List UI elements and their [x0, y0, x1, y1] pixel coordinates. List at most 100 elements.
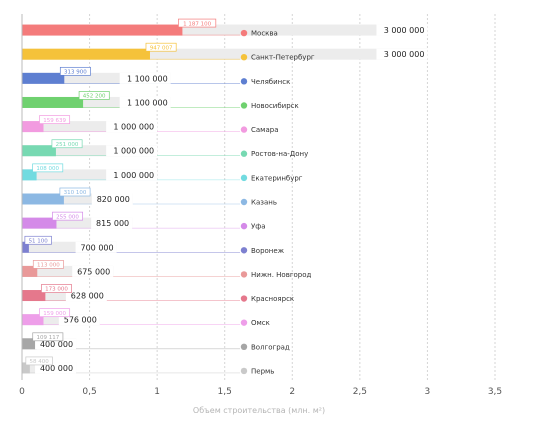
capacity-label-box — [75, 241, 117, 253]
capacity-label: 1 000 000 — [113, 171, 154, 180]
capacity-label: 1 000 000 — [113, 123, 154, 132]
category-label: Новосибирск — [251, 102, 299, 110]
capacity-bar — [22, 193, 133, 205]
value-bar — [22, 145, 56, 157]
capacity-bar — [22, 48, 428, 60]
capacity-label: 1 100 000 — [127, 74, 168, 83]
category-label: Уфа — [251, 223, 266, 231]
value-label-box — [32, 163, 64, 173]
value-label: 159 000 — [43, 311, 66, 317]
value-label: 51 100 — [29, 238, 49, 244]
category-marker — [240, 102, 248, 109]
category-marker — [240, 150, 248, 157]
value-bar — [22, 314, 44, 326]
value-label: 310 100 — [64, 190, 87, 196]
category-label: Самара — [251, 126, 278, 134]
value-label: 251 000 — [56, 142, 79, 148]
value-label: 313 900 — [64, 70, 87, 76]
value-bar — [22, 121, 44, 133]
capacity-label: 576 000 — [64, 316, 97, 325]
capacity-label: 675 000 — [77, 267, 110, 276]
category-label: Воронеж — [251, 247, 285, 255]
capacity-label-box — [91, 217, 133, 229]
value-label-box — [52, 211, 84, 221]
category-label: Ростов-на-Дону — [251, 150, 308, 158]
value-bar — [22, 72, 65, 84]
value-bar — [22, 290, 46, 302]
value-bar — [22, 193, 64, 205]
category-marker — [240, 198, 248, 206]
value-label: 947 007 — [150, 45, 173, 51]
capacity-bar — [22, 169, 158, 181]
capacity-bar — [22, 145, 158, 157]
category-marker — [240, 126, 248, 133]
capacity-bar — [22, 72, 171, 84]
capacity-label-box — [119, 72, 171, 84]
value-label-box — [78, 91, 110, 100]
value-label-box — [59, 66, 91, 76]
category-label: Волгоград — [251, 343, 290, 351]
category-marker — [240, 29, 248, 37]
category-marker — [240, 174, 248, 182]
capacity-label-box — [58, 314, 100, 326]
capacity-label-box — [119, 96, 171, 108]
capacity-label-box — [35, 362, 77, 374]
capacity-bar — [22, 241, 117, 253]
value-label: 58 400 — [30, 359, 50, 365]
value-label-box — [25, 356, 53, 366]
category-label: Пермь — [251, 367, 274, 375]
capacity-label: 815 000 — [96, 219, 129, 228]
capacity-label: 1 000 000 — [113, 147, 154, 156]
category-marker — [240, 319, 248, 326]
value-label: 1 187 100 — [183, 21, 211, 27]
value-label: 113 000 — [37, 263, 60, 269]
category-label: Красноярск — [251, 295, 294, 303]
category-label: Москва — [251, 30, 278, 38]
value-label: 159 639 — [43, 118, 66, 124]
bars-layer: 3 000 000 1 187 100 Москва 3 000 000 947 007… — [22, 18, 428, 375]
capacity-label: 820 000 — [97, 195, 130, 204]
capacity-bar — [22, 121, 158, 133]
value-bar — [22, 217, 57, 229]
value-label-box — [39, 308, 71, 318]
capacity-label-box — [106, 121, 158, 133]
capacity-label: 3 000 000 — [384, 26, 425, 35]
value-label-box — [32, 332, 64, 342]
category-marker — [240, 247, 248, 254]
value-bar — [22, 24, 183, 36]
category-marker — [240, 367, 248, 375]
capacity-bar — [22, 290, 107, 302]
category-label: Челябинск — [251, 78, 290, 86]
value-label-box — [145, 42, 177, 52]
capacity-label: 3 000 000 — [384, 50, 425, 59]
x-tick-label: 0 — [19, 387, 25, 397]
capacity-bar — [22, 217, 133, 229]
value-bar — [22, 96, 84, 108]
x-axis: 0 0,5 1 1,5 2 2,5 3 3,5 — [19, 14, 502, 397]
value-bar — [22, 169, 37, 181]
value-label-box — [59, 187, 91, 197]
capacity-label: 628 000 — [71, 292, 104, 301]
value-label: 108 000 — [36, 166, 59, 172]
value-label: 109 117 — [36, 335, 59, 341]
capacity-label-box — [106, 169, 158, 181]
capacity-bar — [22, 24, 428, 36]
value-label-box — [51, 139, 83, 149]
value-bar — [22, 265, 38, 277]
capacity-bar — [22, 96, 171, 108]
value-label: 255 000 — [56, 214, 79, 220]
category-marker — [240, 271, 248, 278]
category-marker — [240, 295, 248, 302]
capacity-label-box — [35, 338, 77, 350]
capacity-label: 700 000 — [81, 243, 114, 252]
x-tick-label: 2 — [289, 387, 295, 397]
value-bar — [22, 48, 150, 60]
capacity-label-box — [72, 265, 114, 277]
x-tick-label: 0,5 — [82, 387, 96, 397]
capacity-bar — [22, 265, 114, 277]
capacity-label-box — [65, 290, 107, 302]
value-label-box — [178, 18, 217, 28]
value-label-box — [39, 115, 71, 124]
category-marker — [240, 54, 248, 61]
